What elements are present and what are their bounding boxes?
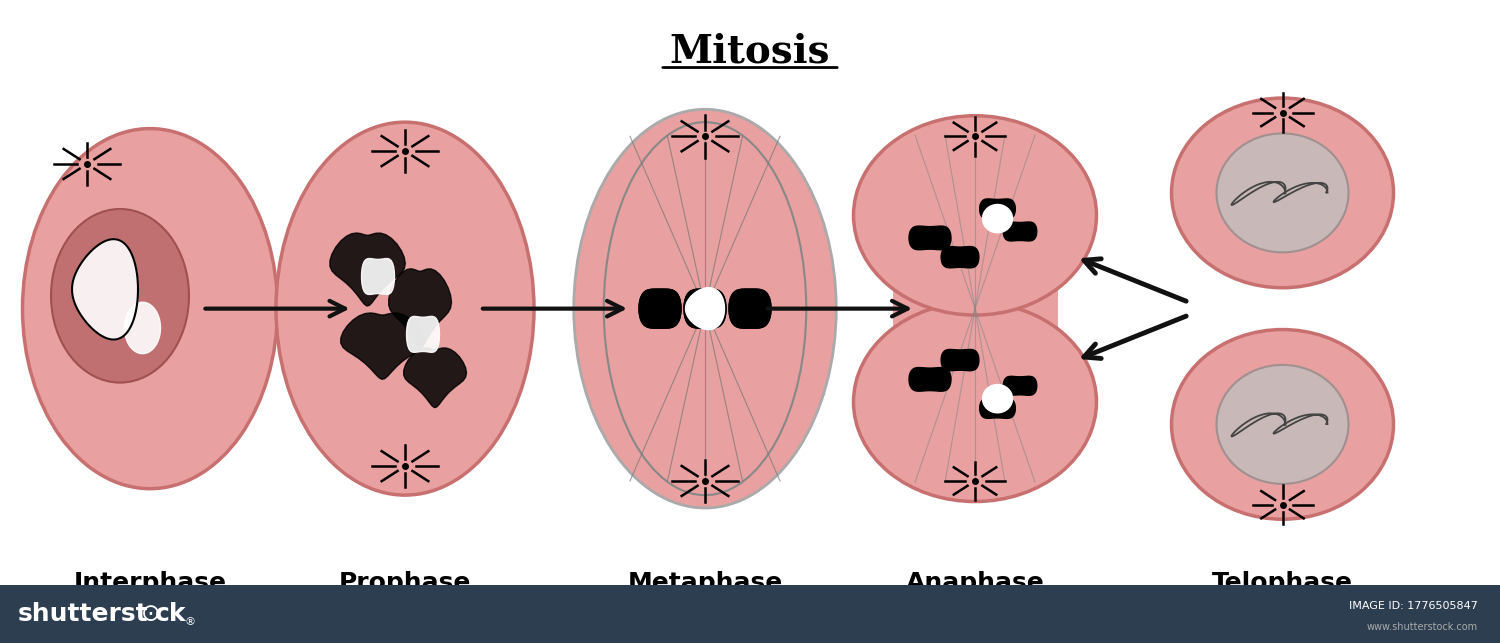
Polygon shape: [729, 289, 771, 328]
Text: ⊙: ⊙: [141, 602, 160, 626]
Bar: [0, 585, 1500, 643]
Polygon shape: [1004, 222, 1036, 241]
Text: ®: ®: [184, 617, 195, 628]
Polygon shape: [406, 316, 439, 352]
Polygon shape: [404, 348, 466, 408]
Polygon shape: [124, 302, 160, 354]
Text: ck: ck: [154, 602, 186, 626]
Text: Telophase: Telophase: [1212, 571, 1353, 595]
Polygon shape: [1004, 376, 1036, 395]
Ellipse shape: [51, 209, 189, 383]
Ellipse shape: [573, 109, 837, 508]
Ellipse shape: [1216, 365, 1348, 484]
Polygon shape: [982, 204, 1012, 233]
Polygon shape: [362, 258, 394, 294]
Text: Prophase: Prophase: [339, 571, 471, 595]
Polygon shape: [388, 269, 452, 349]
Polygon shape: [639, 289, 681, 328]
Polygon shape: [330, 233, 405, 306]
Polygon shape: [684, 289, 726, 328]
Ellipse shape: [1172, 98, 1394, 288]
Polygon shape: [940, 246, 980, 268]
Polygon shape: [980, 398, 1016, 419]
Polygon shape: [340, 313, 424, 379]
Polygon shape: [940, 349, 980, 371]
Bar: [892, 264, 1058, 354]
Polygon shape: [72, 239, 138, 340]
Text: shutterst: shutterst: [18, 602, 148, 626]
Polygon shape: [684, 289, 726, 328]
Polygon shape: [909, 368, 951, 391]
Polygon shape: [686, 287, 724, 330]
Ellipse shape: [1172, 329, 1394, 520]
Text: www.shutterstock.com: www.shutterstock.com: [1366, 622, 1478, 632]
Text: Anaphase: Anaphase: [906, 571, 1044, 595]
Text: Mitosis: Mitosis: [669, 32, 831, 70]
Ellipse shape: [853, 116, 1096, 315]
Ellipse shape: [1216, 134, 1348, 253]
Polygon shape: [729, 289, 771, 328]
Polygon shape: [639, 289, 681, 328]
Ellipse shape: [276, 122, 534, 495]
Ellipse shape: [22, 129, 278, 489]
Ellipse shape: [853, 302, 1096, 502]
Polygon shape: [909, 226, 951, 249]
Text: Interphase: Interphase: [74, 571, 226, 595]
Polygon shape: [980, 199, 1016, 219]
Polygon shape: [982, 385, 1012, 413]
Text: Metaphase: Metaphase: [627, 571, 783, 595]
Text: IMAGE ID: 1776505847: IMAGE ID: 1776505847: [1348, 601, 1478, 611]
